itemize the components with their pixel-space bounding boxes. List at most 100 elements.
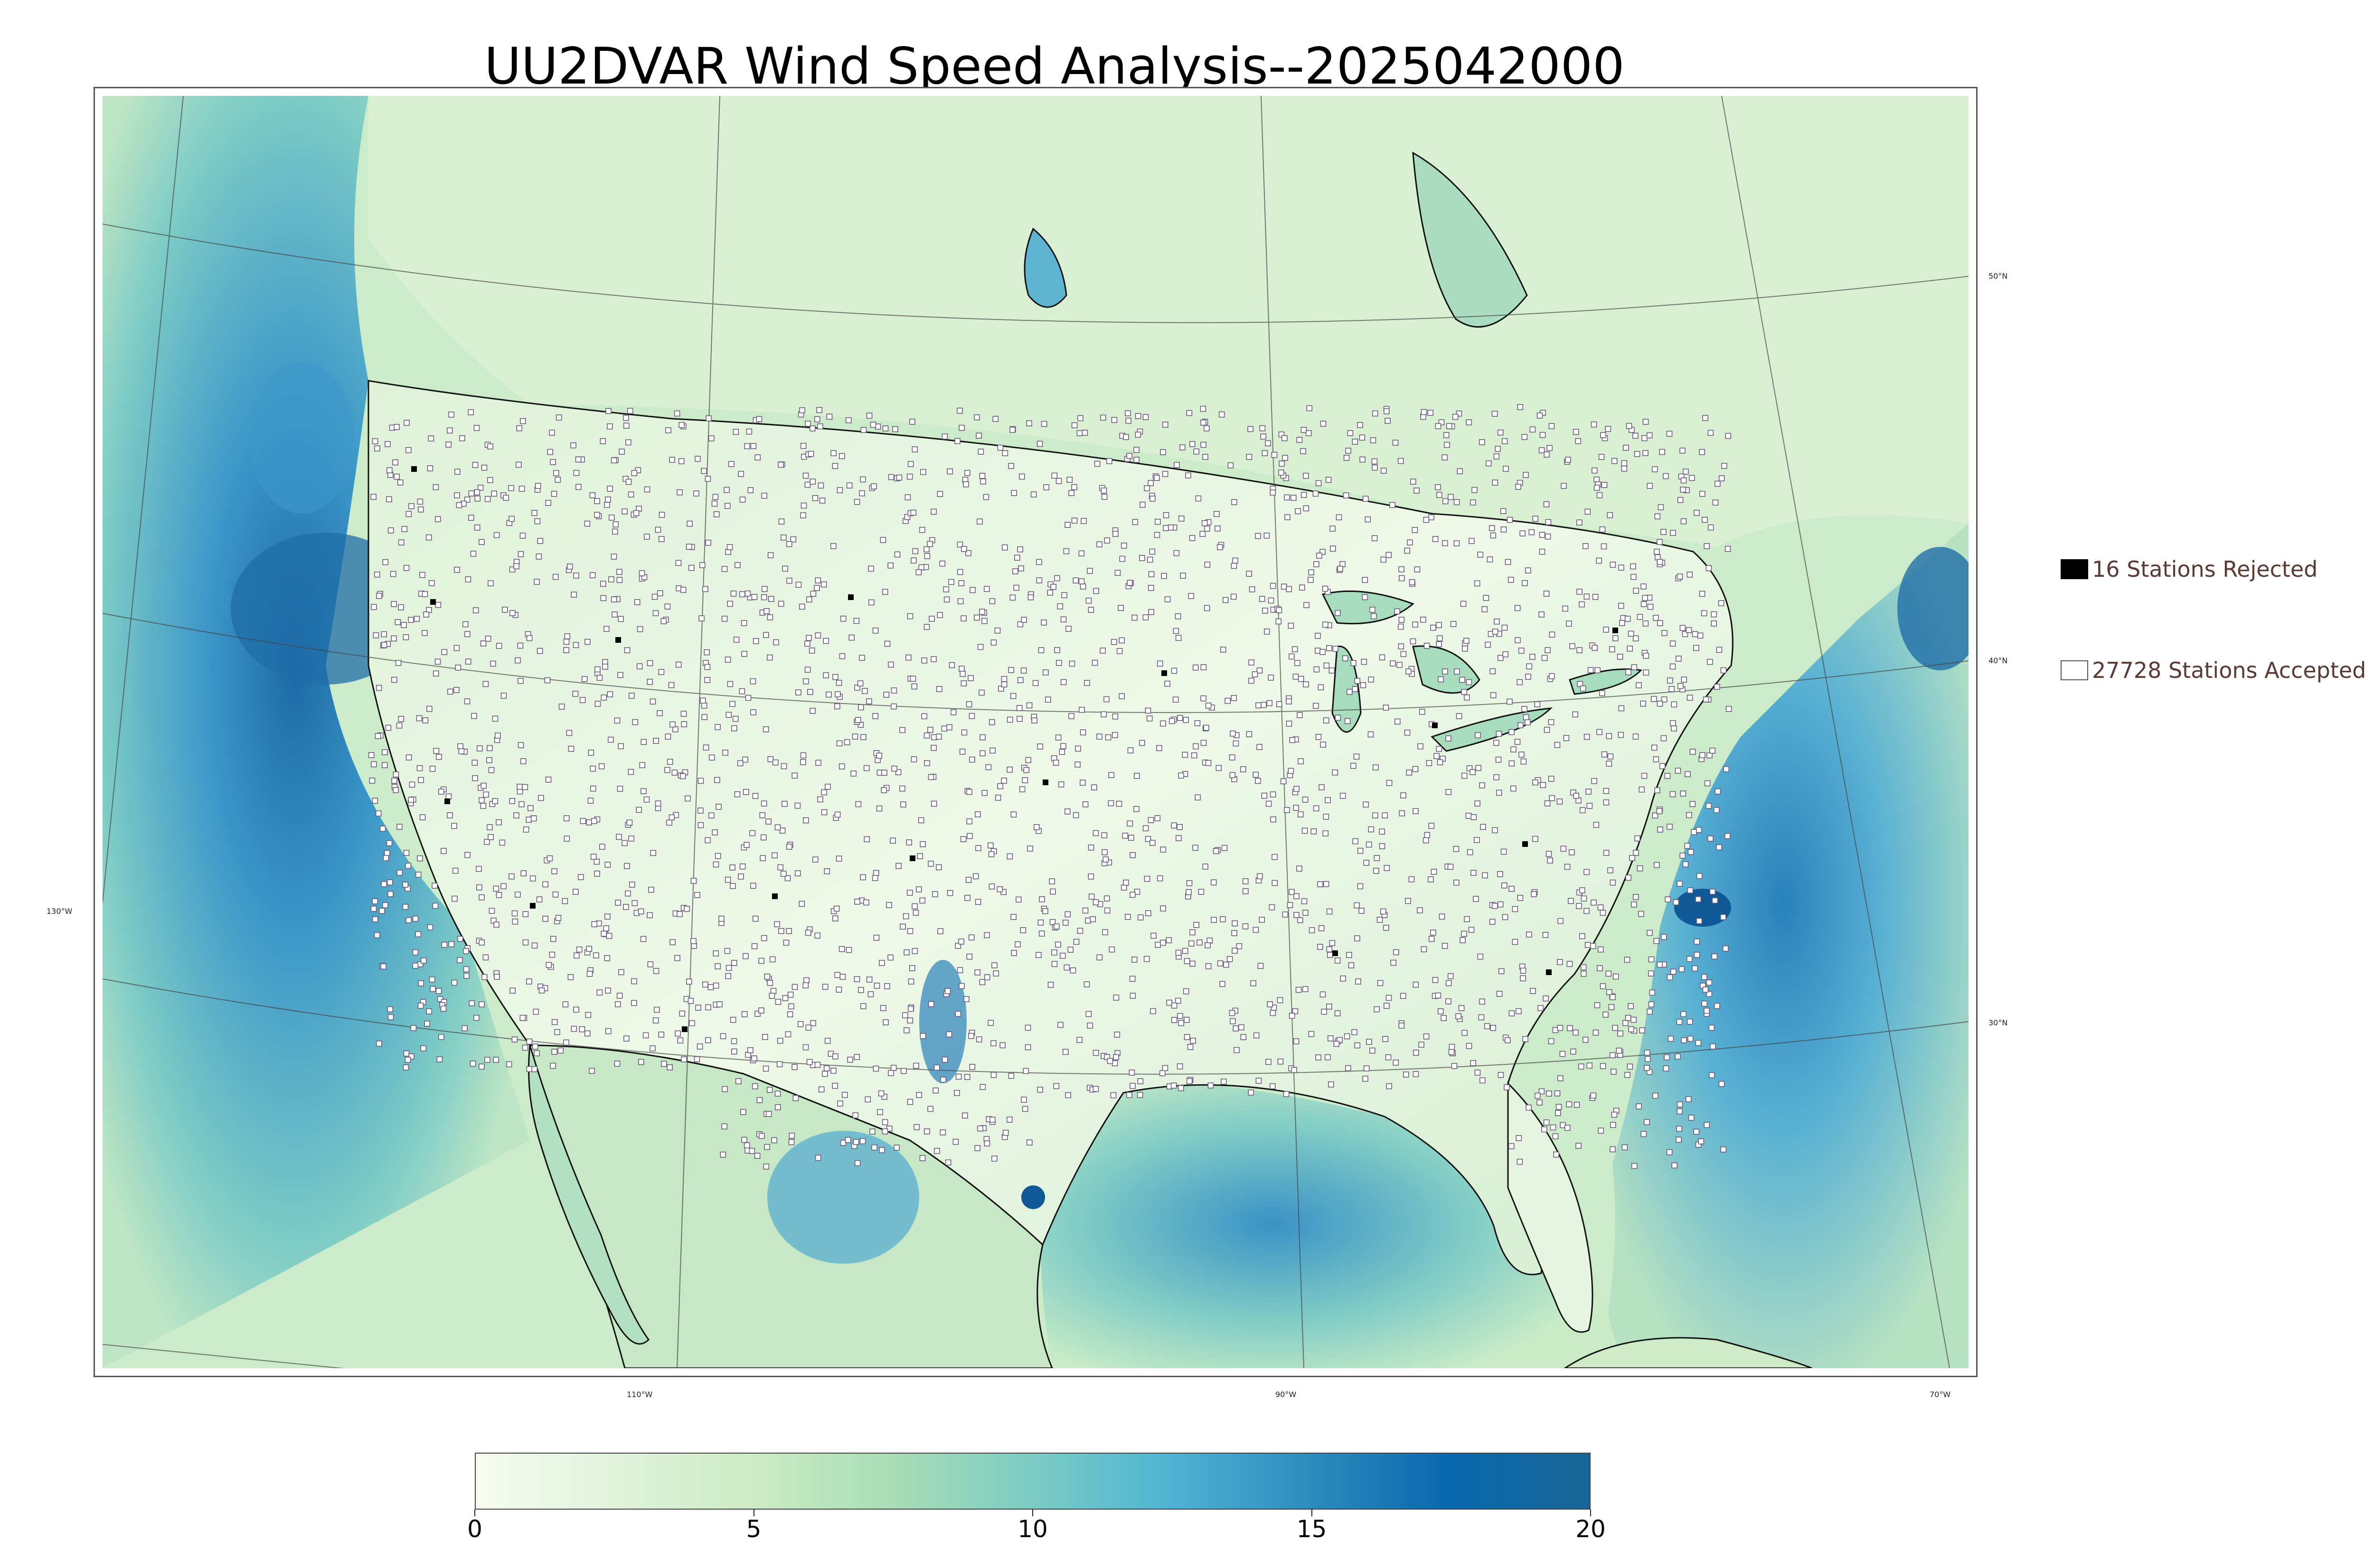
accepted-station-marker [446, 427, 453, 434]
accepted-station-marker [650, 1045, 656, 1052]
accepted-station-marker [414, 616, 420, 622]
accepted-station-marker [536, 896, 543, 902]
accepted-station-marker [1669, 663, 1676, 670]
accepted-station-marker [1231, 695, 1237, 701]
accepted-station-marker [948, 579, 954, 585]
accepted-station-marker [614, 717, 621, 724]
accepted-station-marker [647, 912, 653, 919]
accepted-station-marker [534, 1050, 540, 1057]
accepted-station-marker [520, 870, 527, 876]
accepted-station-marker [1096, 733, 1102, 740]
accepted-station-marker [405, 917, 412, 923]
accepted-station-marker [1204, 526, 1210, 532]
accepted-station-marker [1653, 615, 1659, 621]
accepted-station-marker [608, 736, 614, 743]
accepted-station-marker [433, 748, 440, 754]
accepted-station-marker [999, 1042, 1006, 1049]
accepted-station-marker [542, 881, 549, 888]
accepted-station-marker [1529, 654, 1536, 660]
map-panel[interactable] [94, 87, 1978, 1377]
accepted-station-marker [518, 801, 525, 807]
accepted-station-marker [704, 664, 711, 670]
accepted-station-marker [688, 564, 695, 571]
accepted-station-marker [509, 610, 516, 616]
accepted-station-marker [819, 498, 826, 504]
accepted-station-marker [912, 948, 918, 954]
accepted-station-marker [763, 608, 770, 614]
lon-label-70w: 70°W [1930, 1390, 1951, 1399]
accepted-station-marker [1291, 1067, 1297, 1073]
accepted-station-marker [1539, 532, 1545, 538]
accepted-station-marker [1466, 1043, 1472, 1049]
accepted-station-marker [1345, 1065, 1351, 1071]
accepted-station-marker [1362, 577, 1368, 583]
accepted-station-marker [644, 486, 650, 493]
accepted-station-marker [1289, 653, 1295, 660]
accepted-station-marker [806, 596, 812, 603]
accepted-station-marker [1291, 646, 1298, 652]
accepted-station-marker [743, 953, 749, 959]
accepted-station-marker [1270, 582, 1276, 589]
accepted-station-marker [1543, 1119, 1550, 1126]
accepted-station-marker [1093, 830, 1099, 836]
accepted-station-marker [1639, 1027, 1645, 1033]
accepted-station-marker [1675, 768, 1681, 774]
accepted-station-marker [781, 763, 787, 770]
accepted-station-marker [980, 750, 986, 757]
accepted-station-marker [1566, 961, 1573, 967]
accepted-station-marker [584, 638, 591, 645]
accepted-station-marker [907, 1099, 914, 1105]
accepted-station-marker [658, 1032, 665, 1038]
accepted-station-marker [397, 479, 404, 486]
accepted-station-marker [1119, 555, 1126, 562]
accepted-station-marker [1336, 514, 1342, 521]
accepted-station-marker [1323, 881, 1329, 887]
accepted-station-marker [618, 969, 624, 976]
accepted-station-marker [1275, 618, 1282, 625]
accepted-station-marker [806, 635, 812, 641]
accepted-station-marker [1007, 853, 1013, 860]
accepted-station-marker [372, 898, 378, 904]
accepted-station-marker [1644, 1119, 1650, 1126]
accepted-station-marker [1603, 627, 1609, 633]
accepted-station-marker [1142, 614, 1149, 620]
accepted-station-marker [1265, 800, 1272, 807]
accepted-station-marker [1599, 690, 1605, 696]
accepted-station-marker [876, 752, 883, 759]
accepted-station-marker [576, 946, 583, 953]
accepted-station-marker [546, 855, 553, 862]
accepted-station-marker [1201, 520, 1208, 526]
accepted-station-marker [1362, 1076, 1368, 1082]
accepted-station-marker [815, 1155, 821, 1161]
accepted-station-marker [430, 986, 436, 992]
accepted-station-marker [1550, 1124, 1556, 1131]
accepted-station-marker [1087, 568, 1093, 574]
accepted-station-marker [1016, 705, 1023, 711]
accepted-station-marker [1642, 450, 1649, 456]
accepted-station-marker [1293, 786, 1300, 792]
accepted-station-marker [739, 497, 746, 503]
accepted-station-marker [752, 793, 759, 799]
accepted-station-marker [761, 800, 767, 807]
accepted-station-marker [822, 1070, 828, 1077]
accepted-station-marker [1247, 426, 1253, 432]
accepted-station-marker [398, 539, 405, 545]
accepted-station-marker [1189, 535, 1196, 541]
accepted-station-marker [1178, 515, 1185, 522]
accepted-station-marker [1080, 583, 1086, 590]
map-canvas[interactable] [103, 96, 1969, 1368]
accepted-station-marker [738, 873, 744, 880]
accepted-station-marker [441, 649, 448, 655]
accepted-station-marker [1647, 603, 1654, 610]
accepted-station-marker [1166, 999, 1172, 1006]
accepted-station-marker [1648, 970, 1654, 976]
accepted-station-marker [1065, 522, 1071, 528]
accepted-station-marker [1704, 1122, 1710, 1128]
accepted-station-marker [488, 580, 494, 587]
accepted-station-marker [741, 1136, 747, 1143]
accepted-station-marker [1085, 1011, 1092, 1017]
accepted-station-marker [570, 442, 576, 449]
accepted-station-marker [1410, 638, 1416, 645]
accepted-station-marker [1071, 484, 1077, 490]
accepted-station-marker [1264, 629, 1270, 635]
